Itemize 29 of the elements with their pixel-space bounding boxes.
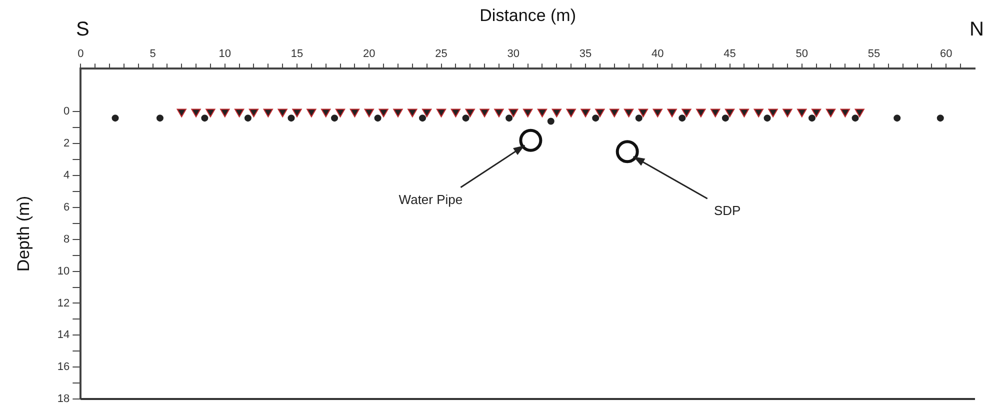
y-tick-label: 4 (64, 170, 70, 182)
y-tick-label: 2 (64, 138, 70, 150)
text: S (76, 18, 90, 41)
annotation: Water Pipe (398, 192, 463, 208)
x-tick-label: 40 (652, 48, 664, 60)
x-tick-label: 20 (363, 48, 376, 60)
y-tick-label: 6 (64, 201, 70, 214)
x-tick-label: 25 (435, 48, 448, 60)
y-tick-label: 0 (64, 106, 70, 118)
x-tick-label: 45 (724, 48, 736, 60)
x-tick-label: 60 (940, 48, 952, 60)
x-tick-label: 30 (507, 48, 520, 60)
y-tick-label: 18 (57, 393, 70, 406)
y-tick-label: 14 (57, 329, 70, 342)
annotation: SDP (714, 203, 741, 218)
x-tick-label: 0 (78, 48, 84, 60)
y-axis-title: Depth (m) (14, 196, 33, 272)
x-tick-label: 5 (150, 48, 156, 60)
x-axis-title: Distance (m) (480, 6, 576, 25)
text: N (970, 18, 984, 41)
x-tick-label: 15 (290, 48, 304, 60)
y-tick-label: 12 (57, 297, 70, 310)
x-tick-label: 50 (796, 48, 808, 60)
x-tick-label: 10 (218, 48, 232, 60)
y-tick-label: 16 (57, 361, 70, 374)
x-tick-label: 55 (868, 48, 880, 60)
y-tick-label: 10 (57, 265, 70, 278)
y-tick-label: 8 (64, 233, 70, 246)
x-tick-label: 35 (579, 48, 592, 60)
